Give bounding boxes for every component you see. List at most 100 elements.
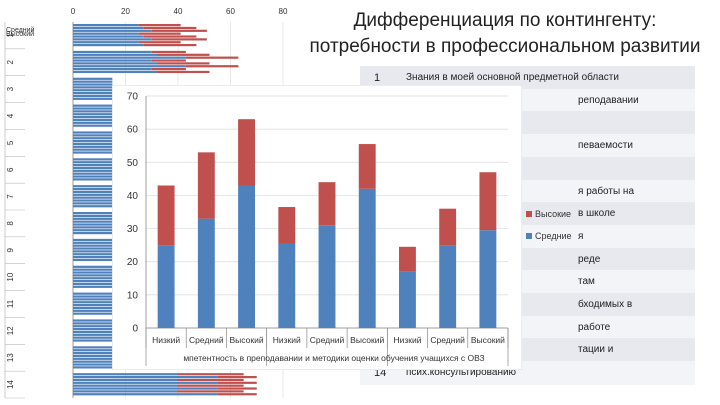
background-bar-segment [73, 56, 186, 59]
background-bar-segment [73, 92, 113, 95]
background-bar-segment [73, 333, 113, 336]
background-bar-segment [157, 53, 210, 56]
background-bar-segment [185, 65, 239, 68]
x-tick-label: 40 [174, 7, 183, 16]
y-tick-label: 20 [127, 257, 139, 268]
background-bar-segment [73, 148, 113, 151]
list-item-text: работе [578, 321, 611, 333]
background-bar-segment [73, 70, 157, 74]
background-bar-segment [73, 164, 113, 167]
bar-segment-high [197, 152, 215, 219]
background-bar-segment [217, 387, 257, 390]
row-label: 9 [6, 248, 15, 253]
background-bar-segment [73, 381, 218, 384]
background-bar-segment [73, 295, 113, 298]
row-label: 8 [6, 221, 15, 226]
background-bar-segment [73, 244, 113, 247]
background-bar-segment [73, 336, 113, 339]
row-label: 10 [6, 272, 15, 281]
background-bar-segment [73, 250, 113, 253]
background-bar-segment [73, 62, 157, 65]
background-bar-segment [73, 319, 113, 322]
background-bar-segment [73, 185, 113, 188]
y-tick-label: 30 [127, 224, 139, 235]
list-item-text: в школе [578, 208, 616, 220]
row-label: 13 [6, 353, 15, 362]
row-label: 2 [6, 60, 15, 65]
list-item-number: 1 [374, 72, 381, 84]
background-bar-segment [73, 258, 113, 262]
background-bar-segment [73, 29, 152, 32]
bar-segment-high [398, 246, 416, 272]
bar-segment-high [358, 144, 376, 189]
background-bar-segment [73, 151, 113, 154]
bar-segment-high [278, 207, 296, 244]
list-item-text: Знания в моей основной предметной област… [406, 72, 619, 83]
background-bar-segment [73, 35, 144, 38]
legend-swatch-medium [526, 233, 532, 239]
x-category-label: Низкий [152, 335, 180, 345]
background-bar-segment [143, 44, 197, 47]
chart-legend: Высокие Средние [526, 209, 572, 241]
x-category-label: Низкий [273, 335, 301, 345]
bar-segment-medium [238, 185, 256, 328]
background-bar-segment [73, 116, 113, 119]
background-bar-segment [143, 26, 197, 30]
y-tick-label: 10 [127, 290, 139, 301]
list-item: 14 псих.консультированию [360, 361, 695, 386]
bar-segment-high [157, 185, 175, 246]
row-label: 11 [6, 299, 15, 308]
bar-segment-medium [358, 188, 376, 328]
background-bar-segment [73, 104, 113, 107]
legend-label-medium: Средние [535, 231, 572, 241]
background-bar-segment [217, 376, 257, 379]
background-bar-segment [73, 241, 113, 244]
row-label: 1 [6, 33, 15, 38]
background-bar-segment [73, 142, 113, 146]
list-item-text: там [578, 276, 595, 288]
bar-segment-high [439, 208, 457, 246]
y-tick-label: 0 [132, 324, 138, 335]
background-bar-segment [73, 265, 113, 268]
background-bar-segment [178, 378, 244, 382]
background-bar-segment [73, 220, 113, 223]
background-bar-segment [73, 53, 157, 56]
background-bar-segment [73, 280, 113, 283]
list-item-number: 14 [374, 367, 387, 380]
background-bar-segment [73, 285, 113, 288]
y-tick-label: 70 [127, 92, 139, 103]
bar-segment-medium [318, 225, 336, 328]
legend-label: Высокий [6, 30, 34, 38]
title-line-2: потребности в профессиональном развитии [309, 36, 701, 57]
list-item-text: певаемости [578, 140, 633, 152]
legend-label-high: Высокие [535, 209, 571, 219]
background-bar-segment [138, 24, 181, 27]
background-bar-segment [73, 271, 113, 274]
background-bar-segment [73, 172, 113, 175]
list-item-text: реде [578, 253, 601, 265]
bar-segment-medium [278, 243, 296, 328]
background-bar-segment [217, 381, 257, 384]
x-category-label: Высокий [350, 335, 384, 345]
x-category-label: Средний [310, 335, 345, 345]
row-label: 14 [6, 380, 15, 389]
background-bar-segment [73, 390, 178, 393]
background-bar-segment [151, 29, 207, 32]
background-bar-segment [73, 175, 113, 178]
background-bar-segment [73, 161, 113, 164]
background-bar-segment [73, 247, 113, 250]
x-tick-label: 60 [226, 7, 235, 16]
background-bar-segment [73, 113, 113, 116]
background-bar-segment [73, 169, 113, 172]
background-bar-segment [73, 301, 113, 304]
background-bar-segment [73, 121, 113, 124]
row-label: 7 [6, 194, 15, 199]
y-tick-label: 60 [127, 125, 139, 136]
background-bar-segment [73, 354, 113, 358]
bar-segment-medium [479, 230, 497, 328]
background-bar-segment [178, 390, 244, 393]
x-category-label: Высокий [230, 335, 264, 345]
row-label: 4 [6, 113, 15, 118]
background-bar-segment [73, 38, 152, 41]
background-bar-segment [73, 306, 113, 310]
